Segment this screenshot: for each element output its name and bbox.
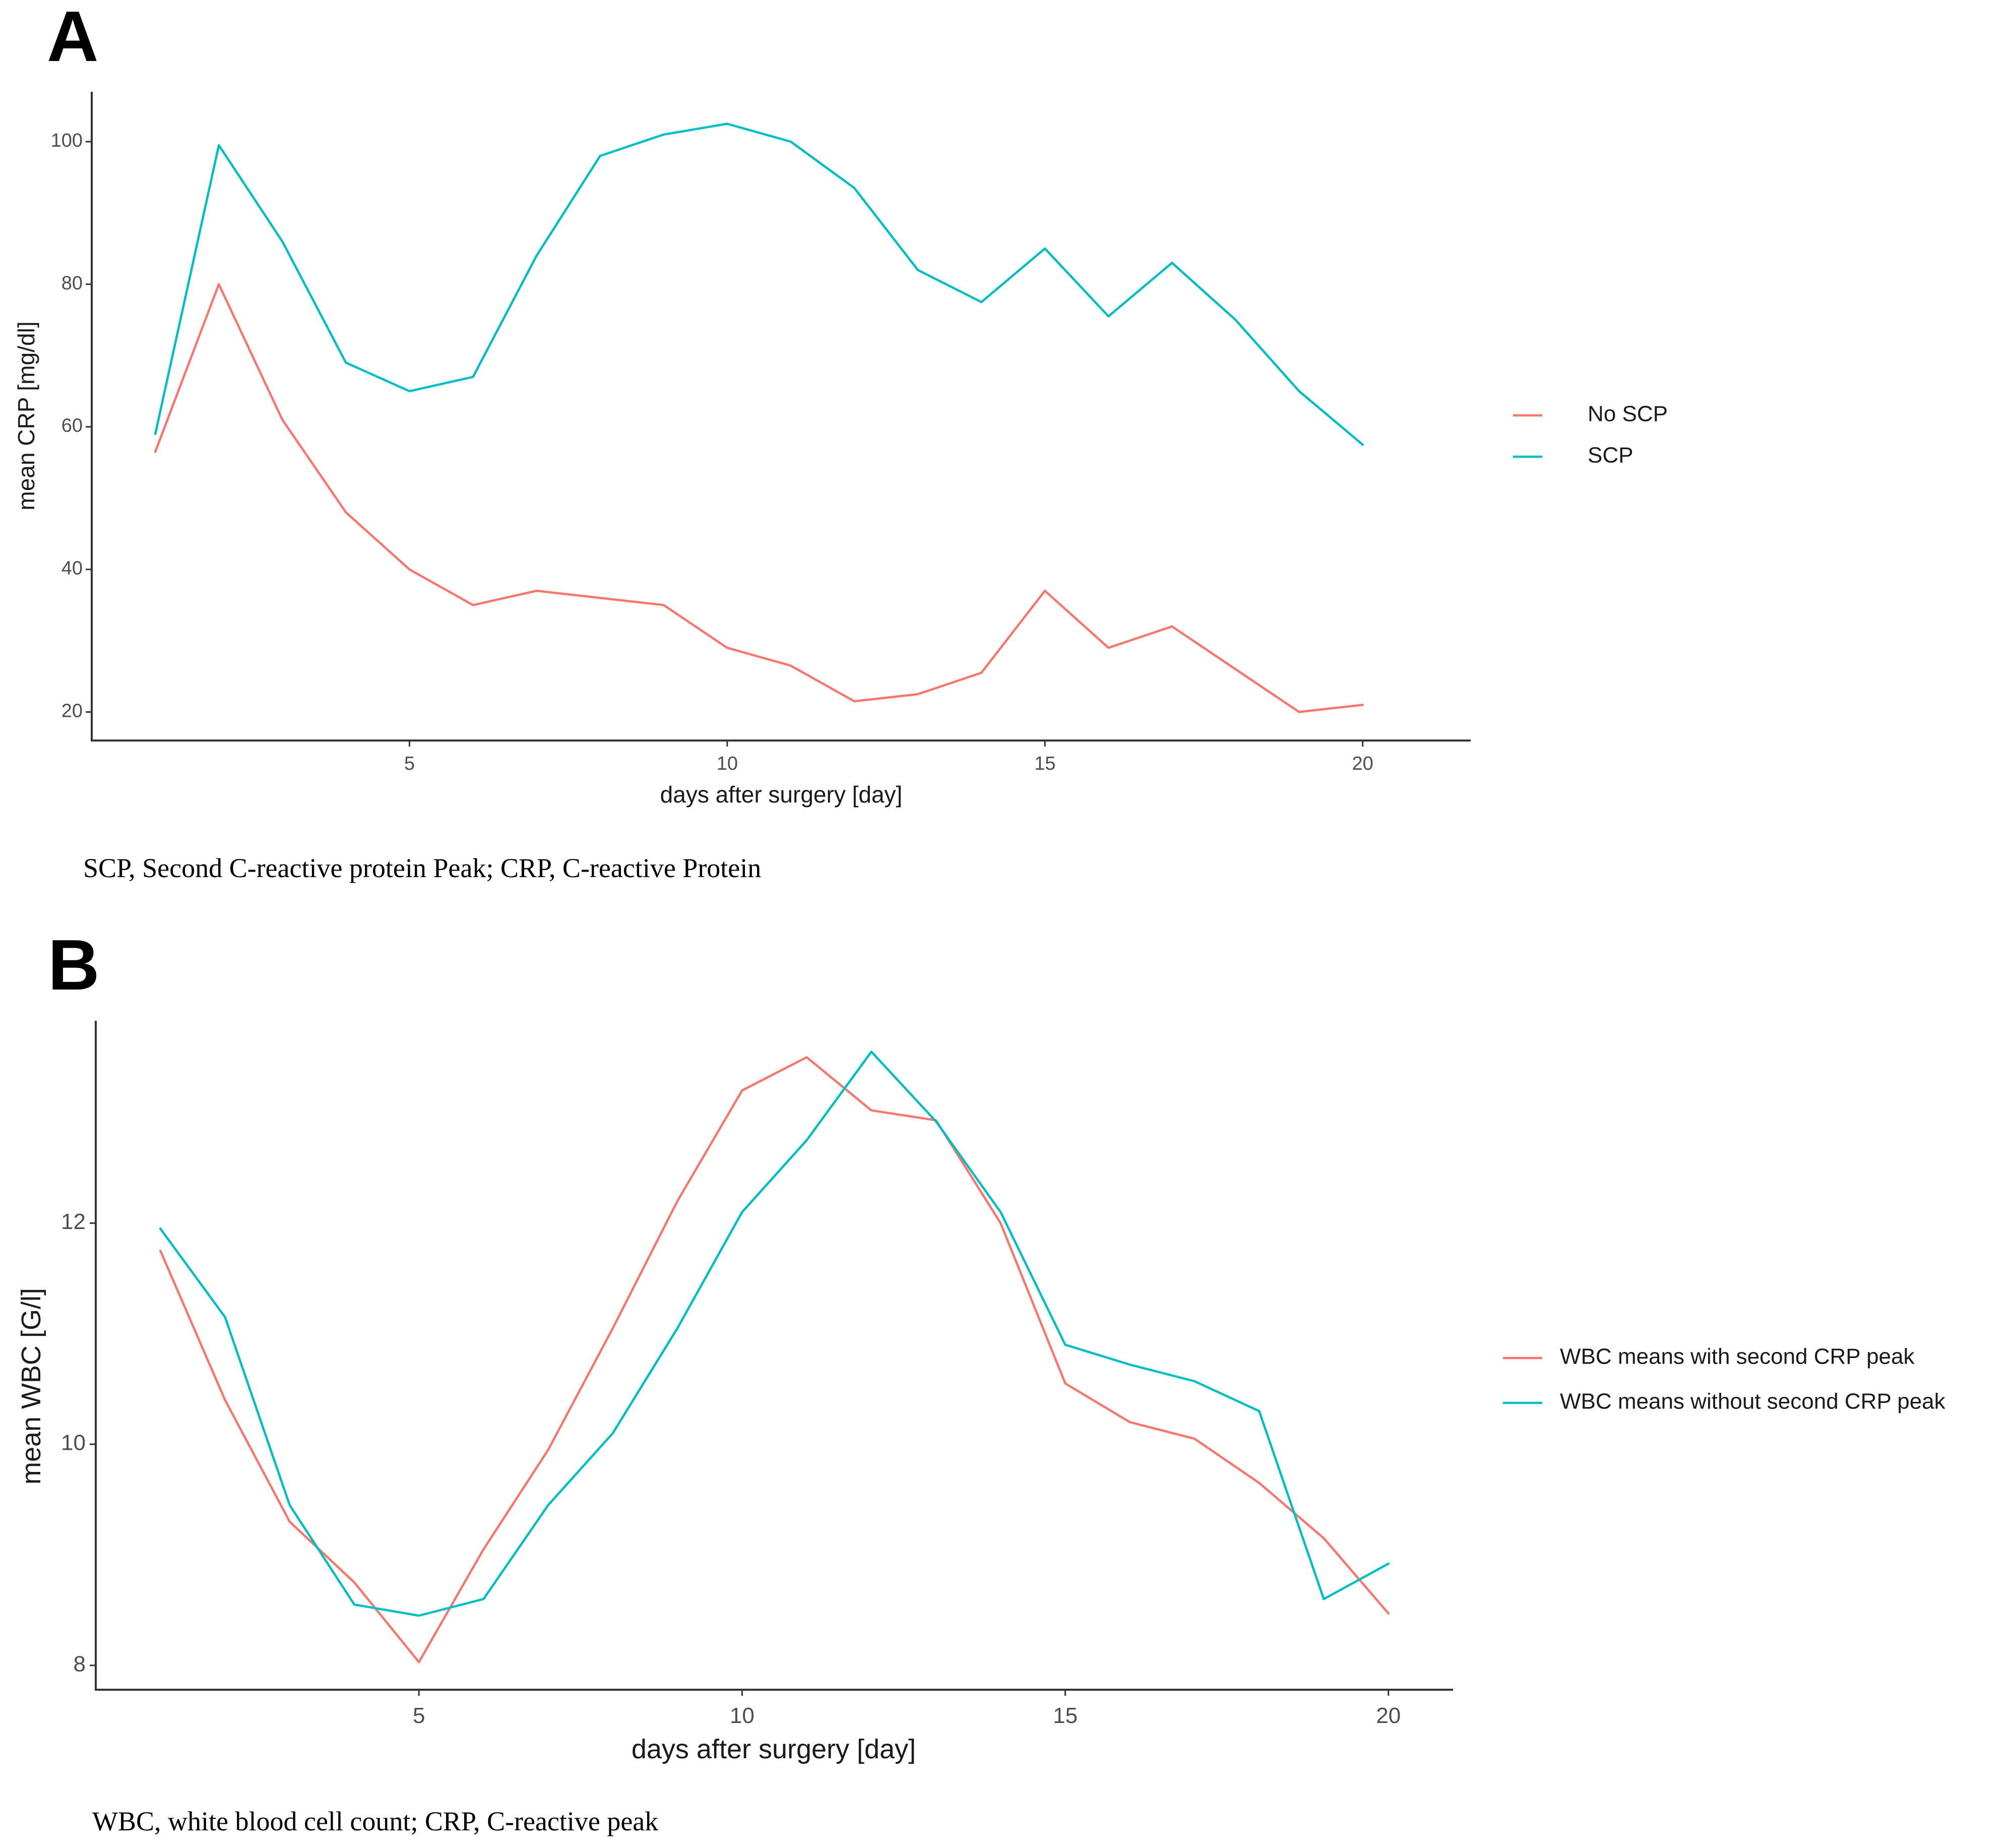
panel-a-y-tick-label: 100 (51, 130, 83, 151)
panel-a-series-line-cyan (154, 122, 1364, 446)
panel-b-x-tick-label: 20 (1376, 1703, 1401, 1728)
panel-a-legend: No SCP SCP (1513, 402, 1668, 468)
panel-b-legend: WBC means with second CRP peak WBC means… (1503, 1344, 1946, 1414)
panel-b-y-ticks: 8 10 12 (61, 1209, 96, 1676)
panel-a-x-tick-label: 10 (717, 753, 738, 774)
panel-a-crp-chart: A 5 10 15 20 20 40 60 80 100 days after surgery… (13, 0, 1668, 883)
panel-a-y-axis-title: mean CRP [mg/dl] (13, 322, 39, 511)
panel-a-y-tick-label: 20 (61, 700, 83, 721)
panel-a-y-tick-label: 40 (61, 558, 83, 579)
panel-a-y-ticks: 20 40 60 80 100 (51, 130, 92, 721)
panel-b-y-tick-label: 12 (61, 1209, 86, 1234)
legend-label-scp: SCP (1588, 443, 1633, 468)
panel-a-x-tick-label: 15 (1034, 753, 1055, 774)
panel-a-caption: SCP, Second C-reactive protein Peak; CRP… (83, 853, 761, 883)
panel-b-letter: B (48, 925, 100, 1005)
panel-a-letter: A (47, 0, 99, 77)
legend-label-no-scp: No SCP (1588, 402, 1668, 426)
panel-a-y-tick-label: 60 (61, 415, 83, 437)
panel-a-series-line-red (154, 283, 1364, 713)
panel-a-y-tick-label: 80 (61, 273, 83, 294)
panel-b-y-axis-title: mean WBC [G/l] (16, 1288, 46, 1485)
panel-a-x-axis-title: days after surgery [day] (660, 781, 903, 808)
panel-a-series-layer (154, 122, 1364, 713)
panel-b-series-layer (159, 1051, 1390, 1664)
panel-b-caption: WBC, white blood cell count; CRP, C-reac… (92, 1806, 658, 1836)
panel-a-x-tick-label: 5 (404, 753, 415, 774)
panel-a-x-tick-label: 20 (1352, 753, 1373, 774)
panel-b-x-tick-label: 5 (413, 1703, 425, 1728)
legend-label-with-second-crp-peak: WBC means with second CRP peak (1560, 1344, 1915, 1369)
panel-b-x-axis-title: days after surgery [day] (632, 1734, 916, 1764)
panel-b-wbc-chart: B 5 10 15 20 8 10 12 days after surgery [day]… (16, 925, 1946, 1836)
panel-b-x-tick-label: 10 (730, 1703, 755, 1728)
panel-b-y-tick-label: 10 (61, 1431, 86, 1455)
legend-label-without-second-crp-peak: WBC means without second CRP peak (1560, 1389, 1946, 1414)
panel-b-series-line-red (159, 1056, 1390, 1664)
panel-b-x-ticks: 5 10 15 20 (413, 1690, 1401, 1728)
panel-b-x-tick-label: 15 (1053, 1703, 1078, 1728)
panel-b-y-tick-label: 8 (74, 1651, 86, 1676)
panel-b-series-line-cyan (159, 1051, 1390, 1617)
panel-a-x-ticks: 5 10 15 20 (404, 741, 1373, 774)
